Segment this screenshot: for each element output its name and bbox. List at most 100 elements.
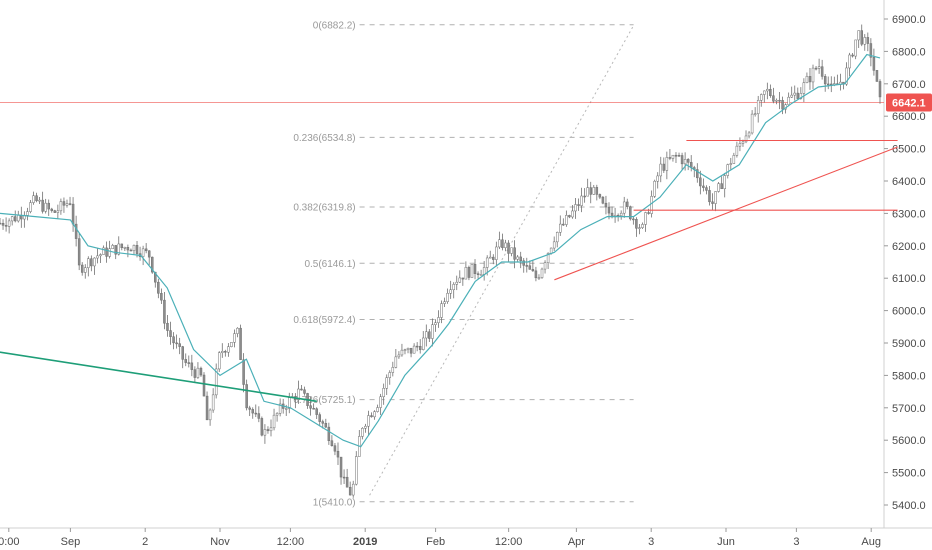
candle-body	[519, 256, 522, 261]
candle-body	[555, 232, 559, 243]
y-tick-label: 5900.0	[892, 338, 926, 350]
candle-body	[278, 403, 282, 414]
x-tick-label: Feb	[426, 536, 445, 548]
x-tick-label: Nov	[210, 536, 230, 548]
candle-body	[230, 342, 233, 347]
candle-body	[696, 169, 699, 179]
candle-body	[84, 267, 87, 273]
candle-body	[351, 483, 355, 496]
candle-body	[90, 258, 93, 267]
candle-body	[446, 293, 449, 302]
candle-body	[848, 54, 851, 69]
fib-level-label: 0.382(6319.8)	[293, 202, 355, 213]
candle-body	[574, 204, 577, 212]
candle-body	[470, 263, 474, 278]
candle-body	[653, 180, 656, 197]
candle-body	[376, 407, 379, 412]
candle-body	[546, 252, 550, 264]
candle-body	[406, 347, 410, 350]
candle-body	[217, 352, 221, 370]
fib-level-label: 0(6882.2)	[313, 20, 356, 31]
candle-body	[449, 289, 452, 294]
candle-body	[683, 159, 687, 165]
candle-body	[525, 265, 529, 267]
candle-body	[224, 351, 227, 353]
candle-body	[425, 331, 428, 339]
candle-body	[68, 203, 72, 205]
candle-body	[552, 241, 556, 249]
candle-body	[589, 187, 592, 195]
candle-body	[568, 215, 571, 218]
candle-body	[56, 210, 60, 213]
candle-body	[324, 423, 328, 428]
candle-body	[355, 456, 358, 485]
y-tick-label: 6500.0	[892, 144, 926, 156]
candle-body	[671, 154, 675, 159]
candle-body	[473, 263, 477, 274]
candle-body	[269, 427, 273, 432]
candle-body	[437, 317, 440, 323]
y-tick-label: 5400.0	[892, 500, 926, 512]
candle-body	[595, 187, 599, 195]
candle-body	[479, 274, 483, 276]
trendline-red-rising	[554, 146, 898, 281]
candle-body	[717, 183, 720, 192]
candle-body	[577, 204, 580, 206]
candle-body	[787, 96, 790, 105]
candle-body	[13, 216, 17, 222]
candle-body	[872, 57, 876, 71]
candle-body	[559, 223, 562, 233]
candle-body	[327, 426, 331, 441]
fib-level-label: 0.236(6534.8)	[293, 133, 355, 144]
candle-body	[181, 346, 184, 360]
y-tick-label: 6300.0	[892, 208, 926, 220]
candle-body	[93, 257, 96, 267]
candle-body	[272, 414, 276, 429]
candle-body	[686, 159, 690, 163]
candle-body	[184, 359, 187, 363]
candle-body	[769, 88, 772, 96]
candle-body	[312, 408, 315, 410]
candle-body	[38, 199, 41, 202]
x-tick-label: 12:00	[495, 536, 523, 548]
candle-body	[370, 415, 373, 418]
candle-body	[464, 267, 468, 280]
candle-body	[562, 223, 565, 226]
candle-body	[455, 281, 458, 285]
candle-body	[59, 201, 63, 212]
candle-body	[0, 222, 2, 225]
candle-body	[342, 476, 346, 479]
candle-body	[388, 372, 392, 378]
y-tick-label: 5700.0	[892, 403, 926, 415]
x-tick-label: Aug	[861, 536, 881, 548]
candle-body	[202, 374, 206, 397]
candle-body	[150, 256, 154, 273]
candle-body	[35, 195, 38, 202]
y-tick-label: 6700.0	[892, 79, 926, 91]
x-tick-label: 2	[142, 536, 148, 548]
candle-body	[4, 225, 8, 227]
candle-body	[318, 414, 321, 422]
candle-body	[129, 249, 133, 252]
candle-body	[257, 413, 261, 419]
candle-body	[248, 407, 251, 410]
candle-body	[254, 412, 258, 415]
candle-body	[160, 293, 163, 301]
candle-body	[108, 248, 111, 257]
candle-body	[647, 212, 650, 214]
candle-body	[744, 135, 748, 143]
candle-body	[796, 92, 800, 99]
y-tick-label: 6000.0	[892, 306, 926, 318]
x-tick-label: 12:00	[277, 536, 305, 548]
candles	[0, 24, 882, 498]
candle-body	[221, 351, 224, 353]
candle-body	[607, 206, 611, 214]
candle-body	[504, 242, 507, 248]
candle-body	[385, 377, 388, 389]
candle-body	[141, 248, 145, 257]
candle-body	[543, 262, 547, 270]
candle-body	[799, 93, 803, 99]
x-tick-label: 2019	[353, 536, 377, 548]
candle-body	[166, 322, 169, 331]
